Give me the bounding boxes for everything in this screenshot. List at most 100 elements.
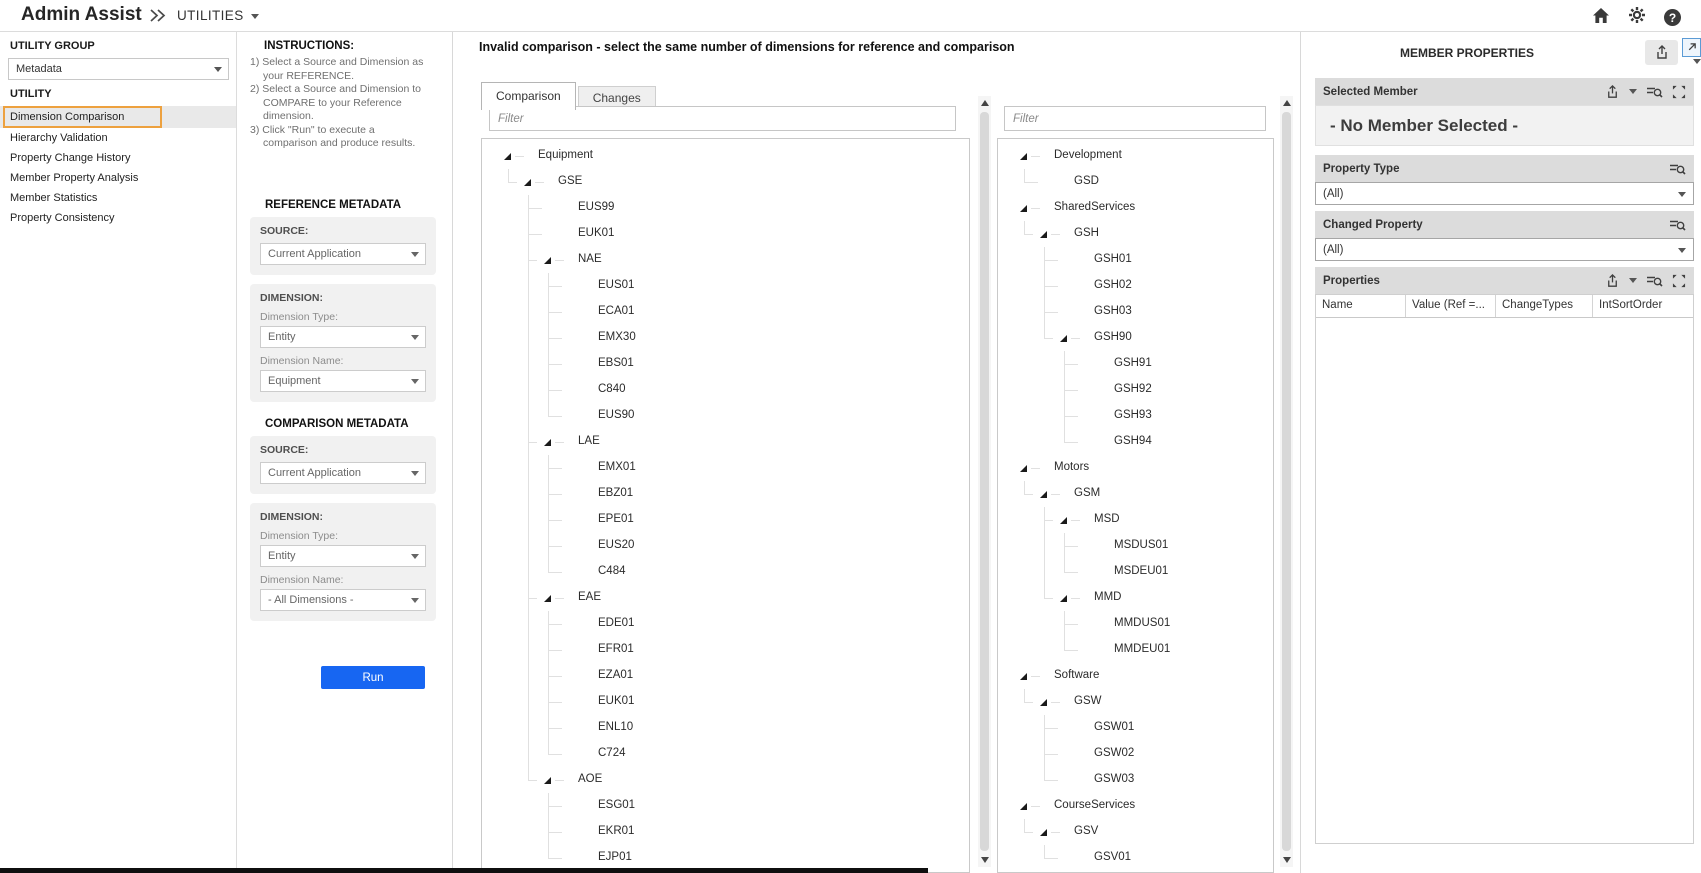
tree-node-gsh02[interactable]: GSH02 bbox=[998, 273, 1273, 299]
tree-node-ebz01[interactable]: EBZ01 bbox=[482, 481, 969, 507]
tree-node-label[interactable]: C484 bbox=[598, 565, 626, 577]
export-button[interactable] bbox=[1645, 40, 1678, 65]
tree-node-label[interactable]: GSH03 bbox=[1094, 305, 1132, 317]
tree-node-courseservices[interactable]: CourseServices bbox=[998, 793, 1273, 819]
tree-node-esg01[interactable]: ESG01 bbox=[482, 793, 969, 819]
popout-button[interactable] bbox=[1682, 38, 1701, 57]
collapse-arrow-icon[interactable] bbox=[1019, 204, 1028, 213]
fullscreen-icon[interactable] bbox=[1672, 274, 1686, 288]
tree-node-sharedservices[interactable]: SharedServices bbox=[998, 195, 1273, 221]
tree-node-euk01[interactable]: EUK01 bbox=[482, 689, 969, 715]
sidebar-item-property-consistency[interactable]: Property Consistency bbox=[0, 208, 236, 228]
tree-node-gsh01[interactable]: GSH01 bbox=[998, 247, 1273, 273]
tree-node-gsd[interactable]: GSD bbox=[998, 169, 1273, 195]
tree-node-euk01[interactable]: EUK01 bbox=[482, 221, 969, 247]
tree-node-label[interactable]: GSW bbox=[1074, 695, 1102, 707]
tree-node-mmdeu01[interactable]: MMDEU01 bbox=[998, 637, 1273, 663]
comparison-dimension-name-select[interactable]: - All Dimensions - bbox=[260, 588, 426, 611]
reference-source-select[interactable]: Current Application bbox=[260, 242, 426, 265]
tree-node-emx01[interactable]: EMX01 bbox=[482, 455, 969, 481]
sidebar-item-dimension-comparison[interactable]: Dimension Comparison bbox=[0, 106, 236, 128]
home-icon[interactable] bbox=[1592, 7, 1610, 29]
tree-node-msdeu01[interactable]: MSDEU01 bbox=[998, 559, 1273, 585]
tree-node-ede01[interactable]: EDE01 bbox=[482, 611, 969, 637]
scroll-up-icon[interactable] bbox=[1283, 100, 1291, 106]
tree-node-ejp01[interactable]: EJP01 bbox=[482, 845, 969, 871]
tree-node-ekr01[interactable]: EKR01 bbox=[482, 819, 969, 845]
tree-node-label[interactable]: EMX30 bbox=[598, 331, 636, 343]
collapse-arrow-icon[interactable] bbox=[1059, 334, 1068, 343]
tree-node-gsh94[interactable]: GSH94 bbox=[998, 429, 1273, 455]
collapse-arrow-icon[interactable] bbox=[543, 594, 552, 603]
settings-gear-icon[interactable] bbox=[1628, 6, 1646, 29]
tree-node-label[interactable]: EBZ01 bbox=[598, 487, 634, 499]
tree-node-label[interactable]: GSW02 bbox=[1094, 747, 1135, 759]
tree-node-label[interactable]: GSV bbox=[1074, 825, 1099, 837]
collapse-arrow-icon[interactable] bbox=[543, 438, 552, 447]
tree-node-epe01[interactable]: EPE01 bbox=[482, 507, 969, 533]
comparison-dimension-type-select[interactable]: Entity bbox=[260, 544, 426, 567]
tree-node-eus20[interactable]: EUS20 bbox=[482, 533, 969, 559]
changed-property-select[interactable]: (All) bbox=[1315, 238, 1694, 261]
column-header-changetypes[interactable]: ChangeTypes bbox=[1496, 295, 1593, 317]
collapse-arrow-icon[interactable] bbox=[543, 776, 552, 785]
tree-node-label[interactable]: Equipment bbox=[538, 149, 593, 161]
run-button[interactable]: Run bbox=[321, 666, 425, 689]
tree-node-label[interactable]: EBS01 bbox=[598, 357, 634, 369]
tree-node-label[interactable]: GSD bbox=[1074, 175, 1099, 187]
tree-node-label[interactable]: MSD bbox=[1094, 513, 1120, 525]
export-icon[interactable] bbox=[1605, 84, 1620, 100]
tree-node-label[interactable]: C724 bbox=[598, 747, 626, 759]
tree-node-label[interactable]: GSW01 bbox=[1094, 721, 1135, 733]
tree-node-label[interactable]: Development bbox=[1054, 149, 1122, 161]
chevron-down-icon[interactable] bbox=[1629, 89, 1637, 94]
tree-node-label[interactable]: ECA01 bbox=[598, 305, 635, 317]
collapse-arrow-icon[interactable] bbox=[1019, 802, 1028, 811]
help-icon[interactable]: ? bbox=[1664, 9, 1681, 26]
find-filter-icon[interactable] bbox=[1669, 162, 1686, 176]
reference-dimension-name-select[interactable]: Equipment bbox=[260, 369, 426, 392]
tree-node-eca01[interactable]: ECA01 bbox=[482, 299, 969, 325]
tree-node-label[interactable]: EFR01 bbox=[598, 643, 634, 655]
tree-node-label[interactable]: GSH01 bbox=[1094, 253, 1132, 265]
tree-node-label[interactable]: AOE bbox=[578, 773, 603, 785]
find-filter-icon[interactable] bbox=[1669, 218, 1686, 232]
collapse-arrow-icon[interactable] bbox=[1039, 230, 1048, 239]
collapse-arrow-icon[interactable] bbox=[1059, 516, 1068, 525]
tree-node-gsh90[interactable]: GSH90 bbox=[998, 325, 1273, 351]
tree-node-label[interactable]: MMDUS01 bbox=[1114, 617, 1171, 629]
tree-node-eus01[interactable]: EUS01 bbox=[482, 273, 969, 299]
sidebar-item-hierarchy-validation[interactable]: Hierarchy Validation bbox=[0, 128, 236, 148]
tree-node-gsh91[interactable]: GSH91 bbox=[998, 351, 1273, 377]
tree-node-development[interactable]: Development bbox=[998, 143, 1273, 169]
tree-node-label[interactable]: SharedServices bbox=[1054, 201, 1136, 213]
collapse-arrow-icon[interactable] bbox=[1039, 828, 1048, 837]
tree-node-lae[interactable]: LAE bbox=[482, 429, 969, 455]
find-filter-icon[interactable] bbox=[1646, 274, 1663, 288]
tree-node-label[interactable]: EUS99 bbox=[578, 201, 615, 213]
column-header-value-ref[interactable]: Value (Ref =... bbox=[1406, 295, 1496, 317]
tree-node-label[interactable]: GSE bbox=[558, 175, 583, 187]
tree-node-gsw01[interactable]: GSW01 bbox=[998, 715, 1273, 741]
tree-node-efr01[interactable]: EFR01 bbox=[482, 637, 969, 663]
tree-node-label[interactable]: ENL10 bbox=[598, 721, 634, 733]
tree-node-motors[interactable]: Motors bbox=[998, 455, 1273, 481]
tree-node-mmd[interactable]: MMD bbox=[998, 585, 1273, 611]
comparison-source-select[interactable]: Current Application bbox=[260, 461, 426, 484]
sidebar-item-member-property-analysis[interactable]: Member Property Analysis bbox=[0, 168, 236, 188]
breadcrumb-utilities-menu[interactable]: UTILITIES bbox=[177, 8, 259, 23]
export-icon[interactable] bbox=[1605, 273, 1620, 289]
property-type-select[interactable]: (All) bbox=[1315, 182, 1694, 205]
tree-node-gsh03[interactable]: GSH03 bbox=[998, 299, 1273, 325]
scrollbar-thumb[interactable] bbox=[980, 112, 989, 851]
tree-node-label[interactable]: MMDEU01 bbox=[1114, 643, 1171, 655]
comparison-tree-scrollbar[interactable] bbox=[1280, 96, 1293, 867]
tree-node-label[interactable]: EMX01 bbox=[598, 461, 636, 473]
tree-node-label[interactable]: EUS20 bbox=[598, 539, 635, 551]
scroll-down-icon[interactable] bbox=[1283, 857, 1291, 863]
reference-tree-scrollbar[interactable] bbox=[978, 96, 991, 867]
tree-node-eus90[interactable]: EUS90 bbox=[482, 403, 969, 429]
tree-node-label[interactable]: ESG01 bbox=[598, 799, 636, 811]
collapse-arrow-icon[interactable] bbox=[503, 152, 512, 161]
tab-comparison[interactable]: Comparison bbox=[481, 82, 576, 110]
